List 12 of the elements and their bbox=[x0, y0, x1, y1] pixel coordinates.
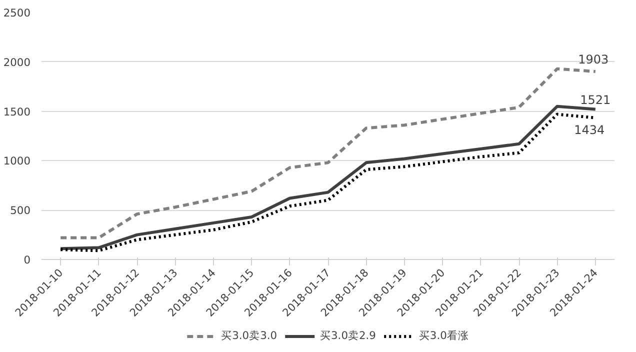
y-tick-label: 0 bbox=[24, 254, 31, 266]
y-tick-label: 2500 bbox=[3, 6, 31, 20]
data-label: 1434 bbox=[574, 122, 605, 137]
data-label: 1903 bbox=[578, 52, 609, 66]
data-label: 1521 bbox=[580, 93, 611, 108]
y-tick-label: 1500 bbox=[3, 105, 31, 118]
y-tick-label: 500 bbox=[10, 204, 31, 218]
legend-label: 买3.0卖3.0 bbox=[221, 329, 278, 343]
legend-label: 买3.0卖2.9 bbox=[320, 329, 376, 343]
y-tick-label: 1000 bbox=[3, 154, 31, 168]
legend-label: 买3.0看涨 bbox=[418, 329, 469, 343]
y-tick-label: 2000 bbox=[3, 56, 31, 69]
